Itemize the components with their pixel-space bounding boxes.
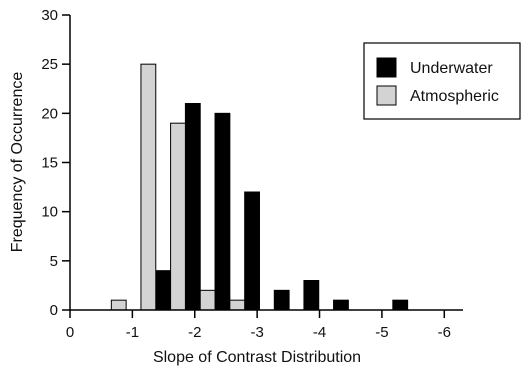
x-tick-label-1: -1 — [126, 324, 139, 341]
y-tick-label-2: 10 — [41, 204, 58, 221]
bar-underwater-1 — [155, 270, 172, 311]
bar-atmospheric-4 — [229, 299, 246, 311]
bar-underwater-6 — [303, 280, 320, 311]
y-tick-label-5: 25 — [41, 56, 58, 73]
bar-underwater-2 — [184, 103, 201, 311]
legend-swatch-underwater — [376, 57, 397, 78]
bar-underwater-9 — [392, 299, 409, 311]
y-tick-label-1: 5 — [50, 253, 58, 270]
legend-box — [363, 42, 521, 120]
x-tick-label-0: 0 — [66, 324, 74, 341]
y-tick-label-0: 0 — [50, 302, 58, 319]
x-tick-label-2: -2 — [188, 324, 201, 341]
bar-underwater-3 — [214, 112, 231, 311]
x-tick-label-6: -6 — [438, 324, 451, 341]
bar-atmospheric-2 — [170, 122, 186, 311]
legend: Underwater Atmospheric — [363, 42, 521, 120]
y-tick-label-6: 30 — [41, 7, 58, 24]
x-tick-label-4: -4 — [313, 324, 326, 341]
y-tick-label-4: 20 — [41, 105, 58, 122]
x-tick-label-3: -3 — [250, 324, 263, 341]
legend-label-underwater: Underwater — [410, 60, 493, 77]
legend-swatch-atmospheric — [376, 85, 397, 106]
bar-atmospheric-0 — [110, 299, 127, 311]
bar-underwater-4 — [244, 191, 260, 311]
bar-underwater-5 — [273, 289, 290, 311]
bar-atmospheric-1 — [140, 63, 157, 311]
bar-underwater-7 — [333, 299, 349, 311]
y-tick-label-3: 15 — [41, 155, 58, 172]
bars-group — [110, 63, 409, 311]
ticks-group: 0 5 10 15 20 25 30 0 -1 -2 -3 -4 -5 -6 — [41, 7, 451, 341]
legend-label-atmospheric: Atmospheric — [410, 88, 499, 105]
x-tick-label-5: -5 — [375, 324, 388, 341]
bar-atmospheric-3 — [199, 289, 216, 311]
x-axis-title: Slope of Contrast Distribution — [153, 349, 361, 366]
y-axis-title: Frequency of Occurrence — [9, 72, 26, 253]
